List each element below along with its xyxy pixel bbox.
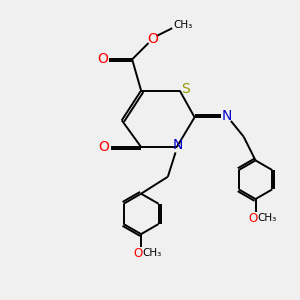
- Text: O: O: [148, 32, 158, 46]
- Text: O: O: [97, 52, 108, 66]
- Text: CH₃: CH₃: [257, 213, 276, 224]
- Text: N: N: [221, 109, 232, 123]
- Text: O: O: [98, 140, 109, 154]
- Text: N: N: [172, 138, 182, 152]
- Text: S: S: [181, 82, 189, 96]
- Text: CH₃: CH₃: [173, 20, 192, 30]
- Text: O: O: [248, 212, 258, 225]
- Text: CH₃: CH₃: [143, 248, 162, 258]
- Text: O: O: [134, 247, 143, 260]
